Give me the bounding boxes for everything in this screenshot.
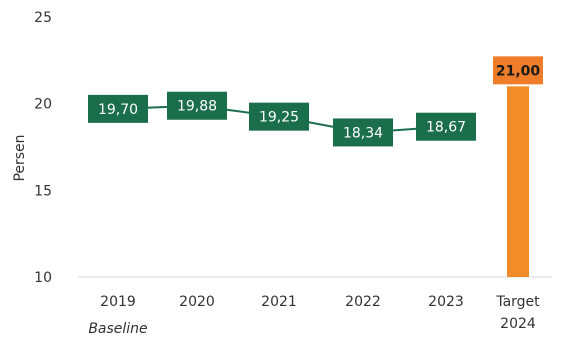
data-label-box	[88, 94, 148, 123]
x-tick-label: 2022	[345, 294, 381, 310]
target-value-label: 21,00	[496, 63, 541, 79]
data-label: 19,70	[98, 102, 138, 118]
y-tick-label: 15	[34, 183, 52, 199]
y-tick-label: 10	[34, 270, 52, 286]
data-label-box	[249, 102, 309, 131]
x-axis-ticks: 2019 Baseline 2020 2021 2022 2023 Target 2024	[88, 294, 540, 337]
target-bar-group: 21,00	[493, 56, 543, 277]
data-label: 18,34	[343, 125, 383, 141]
data-label: 19,25	[259, 110, 299, 126]
x-tick-label: 2020	[179, 294, 215, 310]
data-label-box	[416, 112, 476, 141]
target-label-box	[493, 56, 543, 85]
y-axis-ticks: 10 15 20 25	[34, 10, 52, 286]
y-axis-label: Persen	[12, 134, 28, 181]
data-label-box	[167, 91, 227, 120]
y-tick-label: 20	[34, 97, 52, 113]
x-tick-label-target: Target	[495, 294, 540, 310]
target-bar	[507, 86, 529, 277]
x-tick-sublabel: Baseline	[88, 321, 147, 337]
y-tick-label: 25	[34, 10, 52, 26]
x-tick-label: 2019	[100, 294, 136, 310]
data-label: 18,67	[426, 120, 466, 136]
x-tick-label: 2021	[261, 294, 297, 310]
x-tick-label: 2023	[428, 294, 464, 310]
data-labels-group: 19,70 19,88 19,25 18,34 18,67	[88, 91, 476, 147]
data-label: 19,88	[177, 99, 217, 115]
x-tick-label-target: 2024	[500, 316, 536, 332]
data-label-box	[333, 118, 393, 147]
